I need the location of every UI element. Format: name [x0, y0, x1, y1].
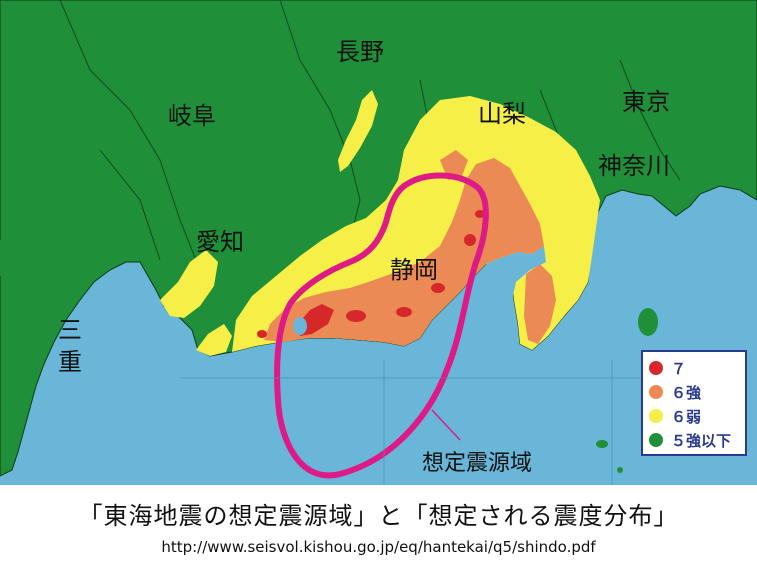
graticule-lines [180, 360, 640, 485]
shindo-6-upper-area [264, 150, 556, 346]
yellow-dot-icon [649, 409, 663, 423]
label-yamanashi: 山梨 [478, 100, 526, 128]
legend-label: ６弱 [671, 407, 702, 426]
map-canvas: 長野 岐阜 山梨 東京 神奈川 愛知 静岡 三 重 想定震源域 [0, 0, 757, 485]
legend-item-5-upper-or-less: ５強以下 [649, 428, 745, 452]
legend: ７ ６強 ６弱 ５強以下 [641, 350, 747, 456]
legend-label: ６強 [671, 383, 702, 402]
label-aichi: 愛知 [196, 228, 244, 256]
legend-item-7: ７ [649, 356, 745, 380]
label-mie-2: 重 [58, 348, 82, 376]
source-area-leader-line [431, 409, 461, 441]
figure-title: 「東海地震の想定震源域」と「想定される震度分布」 [78, 502, 679, 530]
label-nagano: 長野 [336, 38, 384, 66]
legend-label: ５強以下 [671, 431, 732, 450]
label-shizuoka: 静岡 [390, 256, 438, 284]
shindo-6-lower-area [160, 90, 600, 356]
source-url: http://www.seisvol.kishou.go.jp/eq/hante… [161, 538, 596, 556]
izu-island-3 [596, 440, 608, 448]
orange-dot-icon [649, 385, 663, 399]
legend-label: ７ [671, 359, 687, 378]
izu-island-1 [638, 308, 658, 336]
label-gifu: 岐阜 [168, 102, 216, 130]
izu-island-4 [617, 467, 623, 473]
label-kanagawa: 神奈川 [598, 152, 670, 180]
caption-area: 「東海地震の想定震源域」と「想定される震度分布」 http://www.seis… [0, 488, 757, 561]
hamana-lake [293, 317, 307, 335]
red-dot-icon [649, 361, 663, 375]
land-west-coast [0, 232, 22, 276]
label-tokyo: 東京 [622, 88, 670, 116]
legend-item-6-lower: ６弱 [649, 404, 745, 428]
seismic-intensity-map: 長野 岐阜 山梨 東京 神奈川 愛知 静岡 三 重 想定震源域 ７ ６強 ６弱 … [0, 0, 757, 485]
legend-item-6-upper: ６強 [649, 380, 745, 404]
label-assumed-source-area: 想定震源域 [422, 451, 532, 476]
label-mie-1: 三 [58, 316, 82, 344]
suruga-bay [486, 246, 546, 300]
green-dot-icon [649, 433, 663, 447]
assumed-source-area-outline [274, 172, 489, 479]
